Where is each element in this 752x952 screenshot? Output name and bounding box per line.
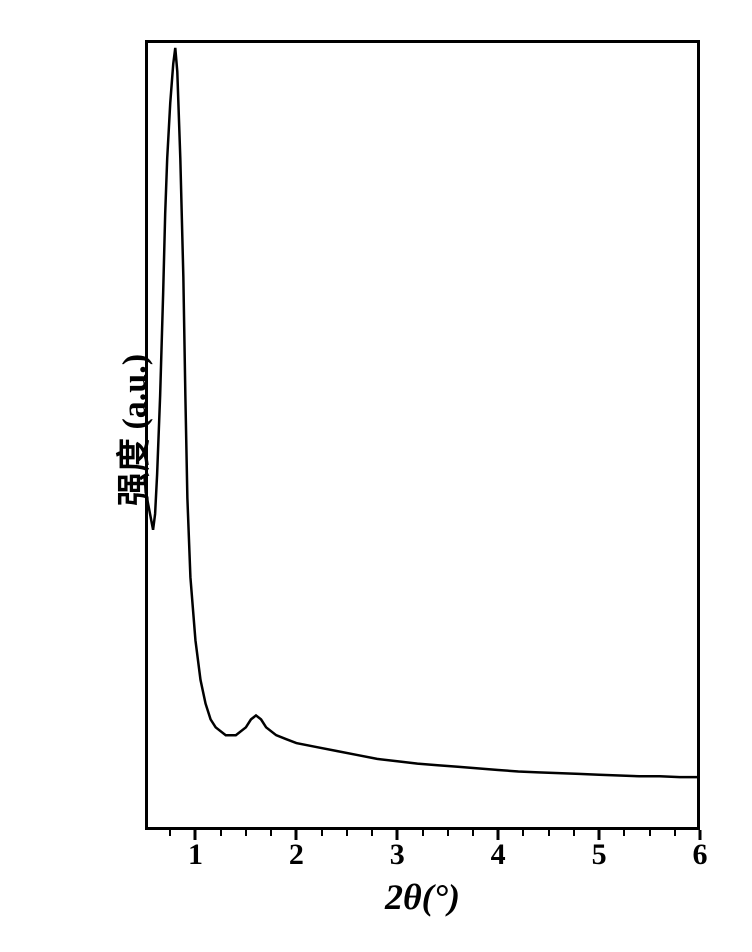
x-minor-tick xyxy=(371,830,373,836)
x-tick-label: 3 xyxy=(390,838,405,872)
x-minor-tick xyxy=(245,830,247,836)
x-tick-label: 4 xyxy=(491,838,506,872)
x-minor-tick xyxy=(573,830,575,836)
x-minor-tick xyxy=(472,830,474,836)
x-minor-tick xyxy=(422,830,424,836)
data-curve xyxy=(145,40,700,830)
x-tick-label: 2 xyxy=(289,838,304,872)
x-minor-tick xyxy=(674,830,676,836)
x-minor-tick xyxy=(548,830,550,836)
x-minor-tick xyxy=(321,830,323,836)
x-minor-tick xyxy=(623,830,625,836)
x-tick-label: 1 xyxy=(188,838,203,872)
x-minor-tick xyxy=(270,830,272,836)
x-tick-label: 6 xyxy=(693,838,708,872)
x-minor-tick xyxy=(447,830,449,836)
x-minor-tick xyxy=(346,830,348,836)
y-axis-label: 强度 (a.u.) xyxy=(107,354,156,506)
x-tick-label: 5 xyxy=(592,838,607,872)
x-axis-label: 2θ(°) xyxy=(145,876,700,918)
x-minor-tick xyxy=(522,830,524,836)
x-minor-tick xyxy=(169,830,171,836)
x-minor-tick xyxy=(649,830,651,836)
xrd-chart: 强度 (a.u.) 2θ(°) 1 2 3 4 5 6 xyxy=(50,30,720,920)
x-minor-tick xyxy=(220,830,222,836)
